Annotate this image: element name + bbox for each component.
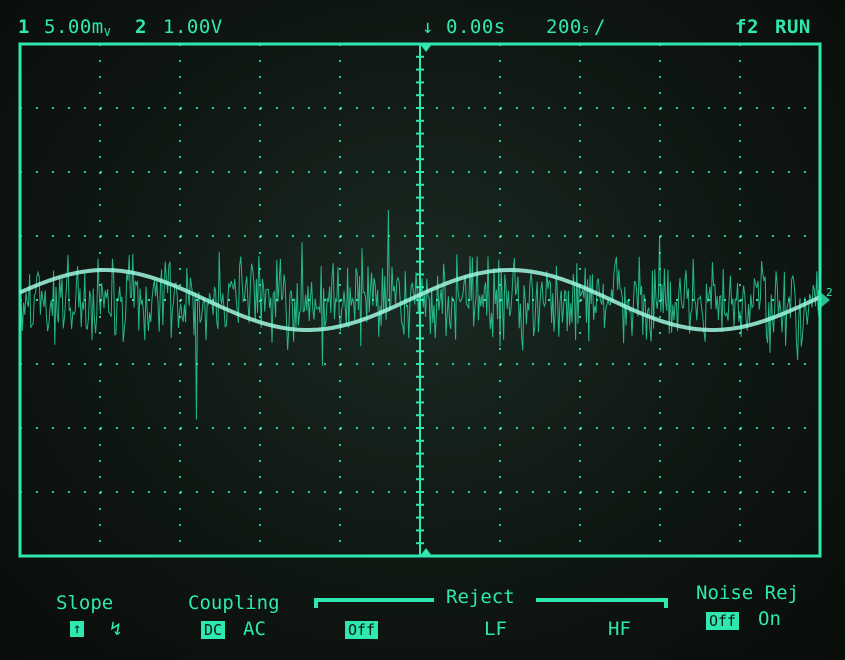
slope-label: Slope [56, 592, 114, 614]
status-bar: 1 5.00m V 2 1.00V ↓ 0.00s 200 s / f2 RUN [0, 14, 845, 44]
timebase-slash: / [594, 16, 606, 38]
noise-reject-on-option[interactable]: On [758, 608, 781, 630]
channel-2-ground-label: 2 [826, 286, 833, 299]
coupling-ac-option[interactable]: AC [243, 618, 266, 640]
channel-1-noise-trace [19, 210, 820, 420]
trigger-position-top-icon [420, 44, 432, 52]
trigger-softkey-menu: Slope ↑ ↯ Coupling DC AC Reject Off LF H… [0, 580, 845, 660]
channel-1-scale: 5.00m [44, 16, 104, 38]
timebase-unit: s [582, 22, 590, 36]
run-state[interactable]: RUN [775, 16, 811, 38]
slope-falling-edge-icon[interactable]: ↯ [110, 618, 122, 640]
channel-2-number[interactable]: 2 [135, 16, 147, 38]
channel-2-sine-trace [19, 268, 821, 332]
noise-reject-off-option[interactable]: Off [706, 612, 740, 630]
channel-1-number[interactable]: 1 [18, 16, 30, 38]
slope-rising-edge-icon[interactable]: ↑ [70, 621, 85, 637]
channel-1-unit: V [104, 26, 112, 39]
noise-reject-label: Noise Rej [696, 582, 799, 604]
trigger-position-bottom-icon [420, 548, 432, 556]
reject-off-option[interactable]: Off [345, 621, 379, 639]
timebase-value: 200 [546, 16, 582, 38]
reject-hf-option[interactable]: HF [608, 618, 631, 640]
waveform-traces [19, 210, 821, 420]
trigger-source[interactable]: f2 [735, 16, 759, 38]
reject-lf-option[interactable]: LF [484, 618, 507, 640]
reject-label: Reject [446, 586, 515, 608]
channel-2-scale: 1.00V [163, 16, 223, 38]
delay-marker-icon: ↓ [422, 16, 434, 38]
channel-2-ground-marker-icon [818, 290, 830, 310]
coupling-dc-option[interactable]: DC [201, 621, 226, 639]
reject-bracket-right [536, 598, 668, 602]
time-delay: 0.00s [446, 16, 506, 38]
reject-bracket-left [314, 598, 434, 602]
coupling-label: Coupling [188, 592, 280, 614]
